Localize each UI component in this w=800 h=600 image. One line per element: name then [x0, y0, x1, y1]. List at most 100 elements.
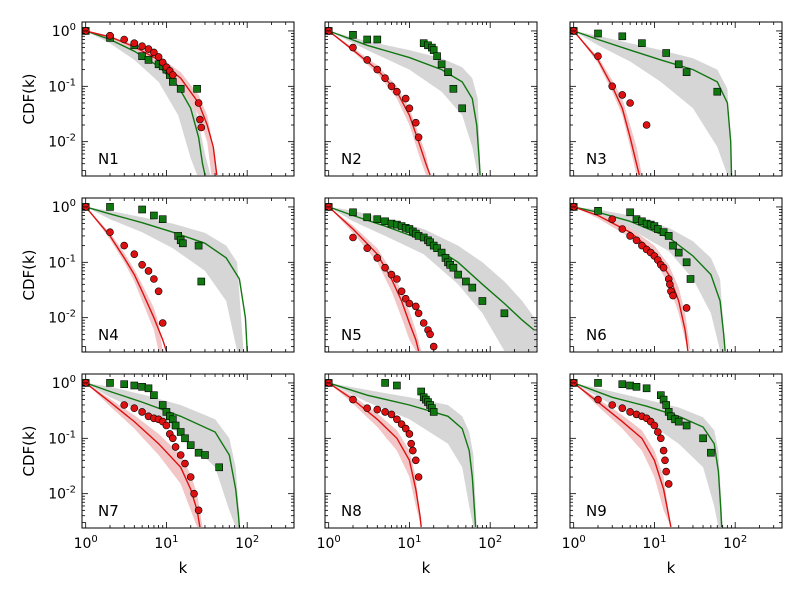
red-circle-point — [196, 115, 204, 124]
red-circle-point — [664, 480, 673, 488]
red-circle-point — [426, 330, 434, 339]
green-square-point — [169, 78, 177, 86]
x-tick-label: 100 — [562, 534, 586, 552]
red-model-line — [328, 30, 431, 176]
y-axis-title: CDF(k) — [20, 249, 38, 300]
red-circle-point — [373, 405, 382, 414]
panel-frame — [324, 197, 538, 353]
red-circle-point — [106, 228, 114, 236]
red-circle-point — [393, 415, 401, 424]
green-square-point — [158, 215, 167, 223]
y-tick-label-exp: -2 — [66, 133, 76, 144]
green-square-point — [682, 68, 691, 76]
panel-frame — [81, 373, 295, 529]
panel-frame — [324, 373, 538, 529]
green-square-point — [682, 421, 691, 430]
y-tick-label-base: 10 — [48, 135, 66, 151]
green-square-point — [150, 211, 158, 220]
red-circle-point — [669, 291, 677, 300]
y-tick-label-base: 10 — [52, 200, 70, 216]
ticks — [324, 198, 537, 352]
y-tick-label-exp: -1 — [66, 77, 76, 88]
red-circle-point — [401, 424, 410, 433]
green-square-point — [215, 463, 223, 472]
red-circle-point — [144, 267, 153, 275]
green-model-line — [573, 206, 726, 352]
panel-label: N3 — [586, 150, 607, 168]
green-square-point — [194, 448, 203, 457]
x-tick-label-base: 10 — [723, 536, 741, 552]
red-circle-point — [194, 99, 203, 107]
green-square-point — [373, 215, 382, 223]
green-square-point — [618, 380, 627, 389]
red-circle-point — [618, 225, 627, 233]
ticks — [569, 22, 782, 176]
red-circle-point — [387, 82, 396, 91]
red-circle-point — [659, 446, 668, 455]
red-circle-point — [594, 395, 602, 404]
y-tick-label: 10-2 — [48, 485, 76, 503]
red-circle-point — [626, 99, 634, 107]
red-circle-point — [349, 395, 357, 404]
red-circle-point — [632, 236, 641, 245]
y-tick-label: 100 — [52, 22, 76, 40]
green-square-point — [138, 382, 146, 391]
panel-frame — [324, 21, 538, 177]
red-circle-point — [130, 404, 139, 413]
plot-area — [82, 379, 241, 528]
green-square-point — [674, 417, 683, 426]
green-model-line — [85, 206, 248, 352]
y-tick-label: 10-2 — [48, 133, 76, 151]
x-tick-label: 100 — [317, 534, 341, 552]
red-circle-point — [662, 467, 671, 476]
plot-area — [325, 379, 477, 528]
red-circle-point — [594, 52, 602, 61]
y-tick-label: 100 — [52, 374, 76, 392]
panel-frame — [569, 373, 783, 529]
red-circle-point — [186, 473, 195, 481]
red-model-line — [85, 382, 201, 528]
x-axis-title: k — [179, 559, 188, 577]
green-square-point — [176, 85, 185, 93]
red-circle-point — [197, 123, 206, 132]
red-circle-point — [405, 299, 414, 308]
red-circle-point — [171, 443, 180, 451]
green-square-point — [171, 421, 180, 430]
x-axis-title: k — [422, 559, 431, 577]
green-square-point — [197, 277, 206, 286]
y-tick-label-base: 10 — [52, 24, 70, 40]
y-axis-title: CDF(k) — [20, 73, 38, 124]
panel-label: N7 — [98, 502, 119, 520]
red-circle-point — [381, 74, 389, 82]
y-tick-label-base: 10 — [48, 431, 66, 447]
red-circle-point — [169, 434, 177, 443]
red-circle-point — [661, 456, 669, 465]
x-tick-label: 100 — [74, 534, 98, 552]
y-tick-label-base: 10 — [48, 255, 66, 271]
panel-n6: N6 — [569, 197, 783, 353]
green-square-point — [478, 297, 487, 305]
panel-frame — [569, 21, 783, 177]
green-square-point — [144, 384, 153, 393]
red-circle-point — [608, 215, 617, 223]
red-circle-point — [158, 319, 167, 327]
ticks — [81, 374, 294, 528]
green-square-point — [138, 205, 146, 214]
green-model-line — [328, 30, 481, 176]
green-square-point — [433, 244, 441, 252]
panel-label: N1 — [98, 150, 119, 168]
ticks — [569, 198, 782, 352]
red-circle-point — [154, 53, 163, 61]
red-circle-point — [393, 275, 401, 283]
green-square-point — [179, 239, 187, 248]
green-square-point — [437, 60, 446, 69]
green-square-point — [381, 379, 389, 387]
green-square-point — [686, 275, 695, 283]
red-model-line — [328, 206, 420, 352]
red-circle-point — [387, 270, 396, 279]
red-circle-point — [363, 404, 372, 413]
red-circle-point — [407, 439, 416, 448]
green-square-point — [594, 207, 602, 215]
